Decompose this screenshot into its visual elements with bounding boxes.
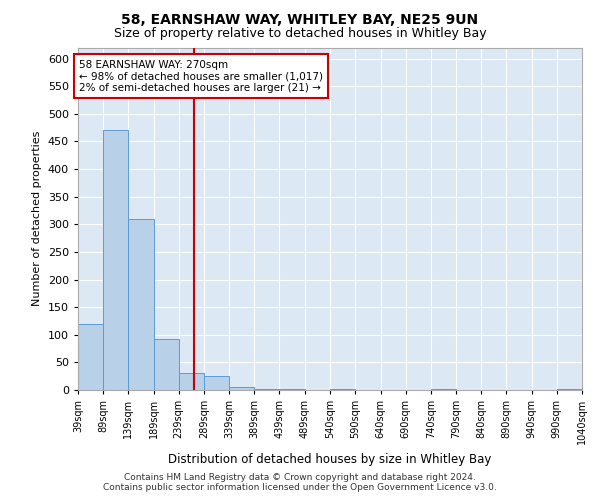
Text: Size of property relative to detached houses in Whitley Bay: Size of property relative to detached ho… bbox=[113, 28, 487, 40]
Text: 58 EARNSHAW WAY: 270sqm
← 98% of detached houses are smaller (1,017)
2% of semi-: 58 EARNSHAW WAY: 270sqm ← 98% of detache… bbox=[79, 60, 323, 93]
Bar bbox=[254, 389, 280, 390]
Bar bbox=[78, 324, 103, 390]
Text: Contains HM Land Registry data © Crown copyright and database right 2024.
Contai: Contains HM Land Registry data © Crown c… bbox=[103, 473, 497, 492]
Y-axis label: Number of detached properties: Number of detached properties bbox=[32, 131, 42, 306]
Bar bbox=[229, 387, 254, 390]
X-axis label: Distribution of detached houses by size in Whitley Bay: Distribution of detached houses by size … bbox=[169, 452, 491, 466]
Bar bbox=[179, 374, 204, 390]
Text: 58, EARNSHAW WAY, WHITLEY BAY, NE25 9UN: 58, EARNSHAW WAY, WHITLEY BAY, NE25 9UN bbox=[121, 12, 479, 26]
Bar bbox=[103, 130, 128, 390]
Bar bbox=[128, 219, 154, 390]
Bar bbox=[154, 338, 179, 390]
Bar bbox=[204, 376, 229, 390]
